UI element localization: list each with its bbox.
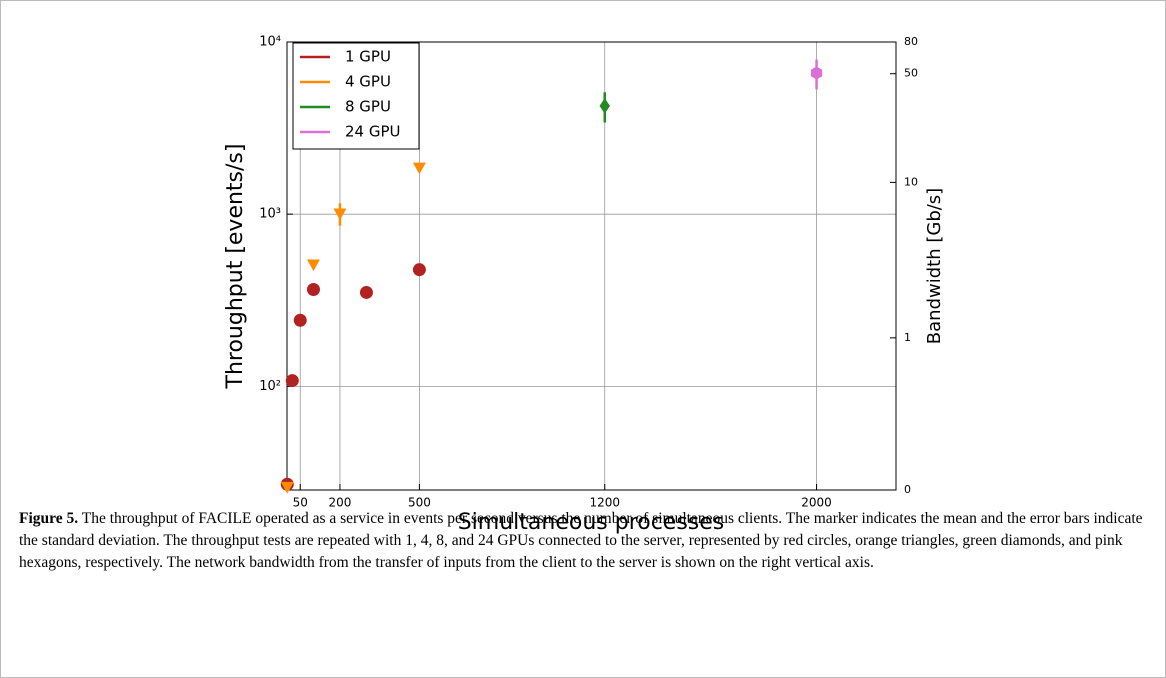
x-tick-label: 50 bbox=[293, 496, 308, 510]
data-point bbox=[412, 263, 426, 277]
y2-tick-label: 50 bbox=[904, 67, 918, 80]
plot-frame bbox=[286, 41, 897, 491]
chart: Simultaneous processes Throughput [event… bbox=[223, 35, 945, 536]
legend-label: 8 GPU bbox=[345, 98, 391, 116]
legend-box bbox=[292, 42, 420, 150]
legend-label: 4 GPU bbox=[345, 73, 391, 91]
y-tick-label: 10⁴ bbox=[259, 35, 281, 50]
y2-tick-label: 1 bbox=[904, 331, 911, 344]
y-axis-label: Throughput [events/s] bbox=[223, 144, 248, 390]
data-point bbox=[412, 162, 426, 175]
data-point bbox=[599, 98, 610, 114]
y2-tick-label: 0 bbox=[904, 483, 911, 496]
data-point bbox=[306, 259, 320, 272]
data-point bbox=[810, 66, 823, 80]
data-point bbox=[293, 313, 307, 327]
caption-label: Figure 5. bbox=[19, 510, 79, 527]
data-point bbox=[280, 481, 294, 494]
x-tick-label: 500 bbox=[408, 496, 431, 510]
y2-tick-label: 10 bbox=[904, 175, 918, 188]
x-tick-label: 1200 bbox=[589, 496, 620, 510]
data-point bbox=[306, 283, 320, 297]
data-point bbox=[333, 208, 347, 221]
x-axis-label: Simultaneous processes bbox=[458, 510, 725, 535]
data-point bbox=[359, 285, 373, 299]
legend-label: 1 GPU bbox=[345, 48, 391, 66]
y2-axis-label: Bandwidth [Gb/s] bbox=[924, 188, 945, 344]
legend-label: 24 GPU bbox=[345, 123, 401, 141]
y-tick-label: 10³ bbox=[259, 207, 281, 222]
caption: Figure 5. The throughput of FACILE opera… bbox=[19, 508, 1149, 574]
y-tick-label: 10² bbox=[259, 379, 281, 394]
y2-tick-label: 80 bbox=[904, 35, 918, 48]
x-tick-label: 200 bbox=[329, 496, 352, 510]
x-tick-label: 2000 bbox=[801, 496, 832, 510]
data-point bbox=[285, 374, 299, 388]
caption-text: The throughput of FACILE operated as a s… bbox=[19, 510, 1143, 571]
